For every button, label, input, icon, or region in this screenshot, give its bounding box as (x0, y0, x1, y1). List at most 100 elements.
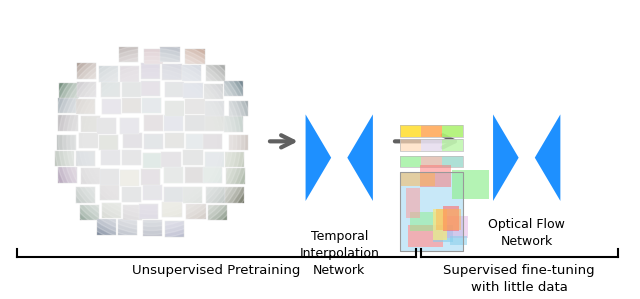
Text: Unsupervised Pretraining: Unsupervised Pretraining (132, 264, 300, 277)
Bar (442, 139, 463, 151)
Ellipse shape (51, 40, 253, 242)
FancyBboxPatch shape (163, 64, 182, 80)
Ellipse shape (124, 113, 180, 170)
FancyBboxPatch shape (99, 66, 118, 82)
FancyBboxPatch shape (58, 115, 77, 131)
Ellipse shape (75, 64, 228, 218)
FancyBboxPatch shape (97, 118, 116, 134)
FancyBboxPatch shape (144, 134, 163, 149)
Bar (400, 156, 463, 167)
Bar (442, 216, 468, 238)
FancyBboxPatch shape (54, 151, 74, 166)
FancyBboxPatch shape (165, 221, 184, 237)
FancyBboxPatch shape (58, 167, 77, 183)
FancyBboxPatch shape (119, 47, 138, 62)
Ellipse shape (67, 56, 237, 226)
FancyBboxPatch shape (143, 220, 163, 236)
FancyBboxPatch shape (76, 99, 95, 115)
FancyBboxPatch shape (164, 115, 184, 131)
Ellipse shape (112, 102, 191, 181)
FancyBboxPatch shape (123, 133, 142, 148)
Ellipse shape (135, 124, 169, 158)
FancyBboxPatch shape (100, 184, 119, 200)
FancyBboxPatch shape (161, 152, 180, 167)
Ellipse shape (58, 48, 245, 234)
FancyBboxPatch shape (123, 205, 142, 220)
FancyBboxPatch shape (186, 204, 205, 219)
Bar (420, 156, 442, 167)
FancyBboxPatch shape (182, 65, 201, 81)
Bar (420, 139, 442, 151)
Polygon shape (305, 115, 331, 201)
FancyBboxPatch shape (224, 81, 243, 96)
FancyBboxPatch shape (120, 118, 140, 134)
Bar (442, 156, 463, 167)
FancyBboxPatch shape (164, 167, 184, 183)
FancyBboxPatch shape (204, 84, 223, 99)
Ellipse shape (63, 52, 241, 231)
Ellipse shape (70, 60, 233, 222)
FancyBboxPatch shape (203, 167, 222, 183)
FancyBboxPatch shape (184, 150, 203, 165)
Ellipse shape (46, 36, 257, 247)
Ellipse shape (129, 119, 175, 164)
FancyBboxPatch shape (143, 153, 163, 168)
FancyBboxPatch shape (161, 47, 180, 62)
FancyBboxPatch shape (186, 49, 205, 64)
FancyBboxPatch shape (228, 101, 248, 116)
FancyBboxPatch shape (76, 187, 95, 203)
FancyBboxPatch shape (100, 150, 120, 165)
Bar (400, 172, 463, 251)
FancyBboxPatch shape (224, 116, 243, 132)
Ellipse shape (146, 136, 157, 147)
Bar (400, 172, 463, 251)
FancyBboxPatch shape (122, 150, 141, 165)
FancyBboxPatch shape (205, 187, 225, 203)
FancyBboxPatch shape (144, 49, 163, 64)
FancyBboxPatch shape (77, 82, 96, 97)
Ellipse shape (83, 72, 221, 210)
Bar (408, 225, 443, 247)
FancyBboxPatch shape (205, 101, 224, 116)
FancyBboxPatch shape (186, 134, 205, 149)
FancyBboxPatch shape (76, 151, 95, 166)
Bar (400, 139, 463, 151)
Ellipse shape (54, 44, 249, 239)
FancyBboxPatch shape (97, 219, 116, 235)
FancyBboxPatch shape (141, 63, 161, 79)
FancyBboxPatch shape (79, 133, 98, 148)
Bar (401, 173, 435, 186)
FancyBboxPatch shape (58, 98, 77, 113)
FancyBboxPatch shape (100, 82, 120, 97)
Bar (400, 139, 463, 151)
FancyBboxPatch shape (102, 203, 121, 218)
Ellipse shape (79, 68, 225, 214)
Polygon shape (493, 115, 518, 201)
Bar (433, 225, 453, 242)
FancyBboxPatch shape (186, 115, 205, 131)
FancyBboxPatch shape (184, 83, 203, 98)
Ellipse shape (42, 32, 261, 251)
Text: Supervised fine-tuning
with little data: Supervised fine-tuning with little data (444, 264, 595, 295)
FancyBboxPatch shape (225, 152, 244, 167)
FancyBboxPatch shape (79, 205, 99, 220)
FancyBboxPatch shape (207, 205, 227, 220)
FancyBboxPatch shape (81, 116, 100, 132)
FancyBboxPatch shape (142, 98, 161, 113)
Bar (420, 125, 442, 137)
FancyBboxPatch shape (77, 63, 96, 79)
FancyBboxPatch shape (205, 152, 224, 167)
Polygon shape (535, 115, 561, 201)
FancyBboxPatch shape (165, 133, 184, 148)
Ellipse shape (38, 28, 265, 255)
FancyBboxPatch shape (141, 169, 161, 184)
FancyBboxPatch shape (205, 65, 225, 81)
FancyBboxPatch shape (118, 219, 138, 235)
FancyBboxPatch shape (141, 81, 161, 96)
FancyBboxPatch shape (81, 168, 100, 184)
Bar (400, 125, 463, 137)
Bar (400, 125, 463, 137)
Ellipse shape (118, 107, 186, 176)
FancyBboxPatch shape (122, 187, 141, 202)
Bar (444, 207, 459, 231)
